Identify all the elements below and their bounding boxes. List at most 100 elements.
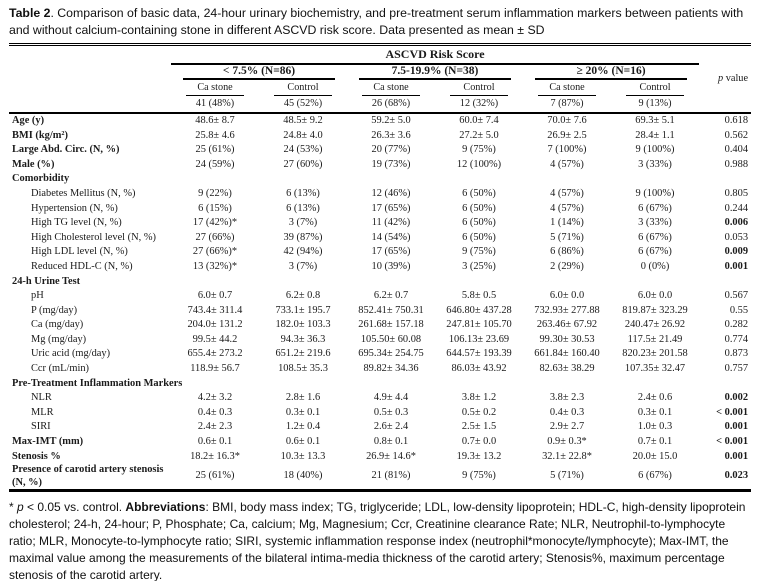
value-cell: 4 (57%) [550,202,584,214]
row-label: Hypertension (N, %) [31,202,118,214]
table-row: High TG level (N, %) 17 (42%)* 3 (7%) 11 (4… [9,216,751,231]
value-cell: 2.6± 2.4 [373,421,409,433]
table-caption-text: . Comparison of basic data, 24-hour urin… [9,6,744,37]
p-value-cell: 0.55 [729,304,749,316]
subcolumn-header-control: Control [259,80,347,96]
value-cell: 18 (40%) [283,470,323,482]
footnote-abbreviations-text: : BMI, body mass index; TG, triglyceride… [9,500,746,581]
table-body: Age (y) 48.6± 8.7 48.5± 9.2 59.2± 5.0 60.0± … [9,113,751,491]
row-label: P (mg/day) [31,304,78,316]
row-label: MLR [31,406,54,418]
value-cell: 2.9± 2.7 [549,421,585,433]
table-row: Max-IMT (mm) 0.6± 0.1 0.6± 0.1 0.8± 0.1 0.7±… [9,435,751,450]
group-count: 41 (48%) [171,95,259,114]
ascvd-risk-score-header: ASCVD Risk Score [171,44,700,65]
table-row: Large Abd. Circ. (N, %) 25 (61%) 24 (53%) 2… [9,143,751,158]
value-cell: 240.47± 26.92 [624,319,686,331]
value-cell: 204.0± 131.2 [187,319,243,331]
footnote-lead: < 0.05 vs. control. [23,500,126,515]
row-label: Ccr (mL/min) [31,363,90,375]
value-cell: 118.9± 56.7 [190,363,240,375]
value-cell: 26.9± 14.6* [366,450,416,462]
value-cell: 0.5± 0.2 [461,406,497,418]
table-caption: Table 2. Comparison of basic data, 24-ho… [9,5,751,39]
p-value-header-italic: p [718,73,724,85]
value-cell: 106.13± 23.69 [448,333,510,345]
value-cell: 1.0± 0.3 [637,421,673,433]
row-label: Max-IMT (mm) [12,436,84,448]
value-cell: 3 (33%) [638,158,672,170]
value-cell: 6.0± 0.7 [197,290,233,302]
value-cell: 25 (61%) [195,144,235,156]
value-cell: 5 (71%) [550,470,584,482]
value-cell: 0.7± 0.1 [637,436,673,448]
value-cell: 9 (100%) [635,187,675,199]
p-value-cell: 0.006 [724,217,749,229]
value-cell: 695.34± 254.75 [358,348,424,360]
table-row: Uric acid (mg/day) 655.4± 273.2 651.2± 219… [9,347,751,362]
risk-group-header-mid: 7.5-19.9% (N=38) [347,64,523,80]
value-cell: 59.2± 5.0 [371,114,411,126]
value-cell: 261.68± 157.18 [358,319,424,331]
value-cell: 0.7± 0.0 [461,436,497,448]
value-cell: 820.23± 201.58 [622,348,688,360]
value-cell: 6.0± 0.0 [549,290,585,302]
value-cell: 70.0± 7.6 [547,114,587,126]
p-value-cell: 0.567 [724,290,749,302]
value-cell: 105.50± 60.08 [360,333,422,345]
value-cell: 99.5± 44.2 [192,333,238,345]
value-cell: 1 (14%) [550,217,584,229]
table-caption-label: Table 2 [9,6,51,20]
value-cell: 18.2± 16.3* [190,450,240,462]
value-cell: 9 (75%) [462,144,496,156]
value-cell: 0.3± 0.1 [285,406,321,418]
value-cell: 6 (15%) [198,202,232,214]
value-cell: 117.5± 21.49 [627,333,683,345]
table-header: ASCVD Risk Score p value < 7.5% (N=86) 7… [9,44,752,114]
group-count: 12 (32%) [435,95,523,114]
p-value-cell: 0.404 [724,144,749,156]
value-cell: 2.5± 1.5 [461,421,497,433]
footnote-p-italic: p [17,500,24,515]
value-cell: 26.3± 3.6 [371,129,411,141]
value-cell: 733.1± 195.7 [275,304,331,316]
value-cell: 14 (54%) [371,231,411,243]
value-cell: 0.4± 0.3 [197,406,233,418]
value-cell: 6.0± 0.0 [637,290,673,302]
value-cell: 6 (50%) [462,187,496,199]
table-row: Ca (mg/day) 204.0± 131.2 182.0± 103.3 261.6… [9,318,751,333]
value-cell: 6 (13%) [286,187,320,199]
table-row: High Cholesterol level (N, %) 27 (66%) 39 … [9,231,751,246]
table-row: pH 6.0± 0.7 6.2± 0.8 6.2± 0.7 5.8± 0.5 6.0± 0… [9,289,751,304]
value-cell: 644.57± 193.39 [446,348,512,360]
value-cell: 60.0± 7.4 [459,114,499,126]
value-cell: 20 (77%) [371,144,411,156]
p-value-cell: 0.562 [724,129,749,141]
value-cell: 7 (100%) [547,144,587,156]
value-cell: 0.5± 0.3 [373,406,409,418]
value-cell: 26.9± 2.5 [547,129,587,141]
row-label: Male (%) [12,158,55,170]
value-cell: 182.0± 103.3 [275,319,331,331]
p-value-cell: < 0.001 [716,406,749,418]
p-value-cell: 0.774 [724,333,749,345]
value-cell: 27 (66%)* [192,246,238,258]
subcolumn-header-ca-stone: Ca stone [347,80,435,96]
value-cell: 48.5± 9.2 [283,114,323,126]
row-label: High TG level (N, %) [31,217,122,229]
value-cell: 4.9± 4.4 [373,392,409,404]
section-row: 24-h Urine Test [9,274,751,289]
value-cell: 6 (67%) [638,246,672,258]
value-cell: 3 (7%) [288,260,318,272]
row-label: Reduced HDL-C (N, %) [31,260,133,272]
value-cell: 4 (57%) [550,187,584,199]
value-cell: 0.4± 0.3 [549,406,585,418]
header-row-counts: 41 (48%) 45 (52%) 26 (68%) 12 (32%) 7 (8… [9,95,751,114]
value-cell: 94.3± 36.3 [280,333,326,345]
group-count: 9 (13%) [611,95,700,114]
table-row: Reduced HDL-C (N, %) 13 (32%)* 3 (7%) 10 (3… [9,260,751,275]
value-cell: 9 (22%) [198,187,232,199]
value-cell: 27.2± 5.0 [459,129,499,141]
row-label: Large Abd. Circ. (N, %) [12,144,120,156]
p-value-cell: 0.001 [724,421,749,433]
